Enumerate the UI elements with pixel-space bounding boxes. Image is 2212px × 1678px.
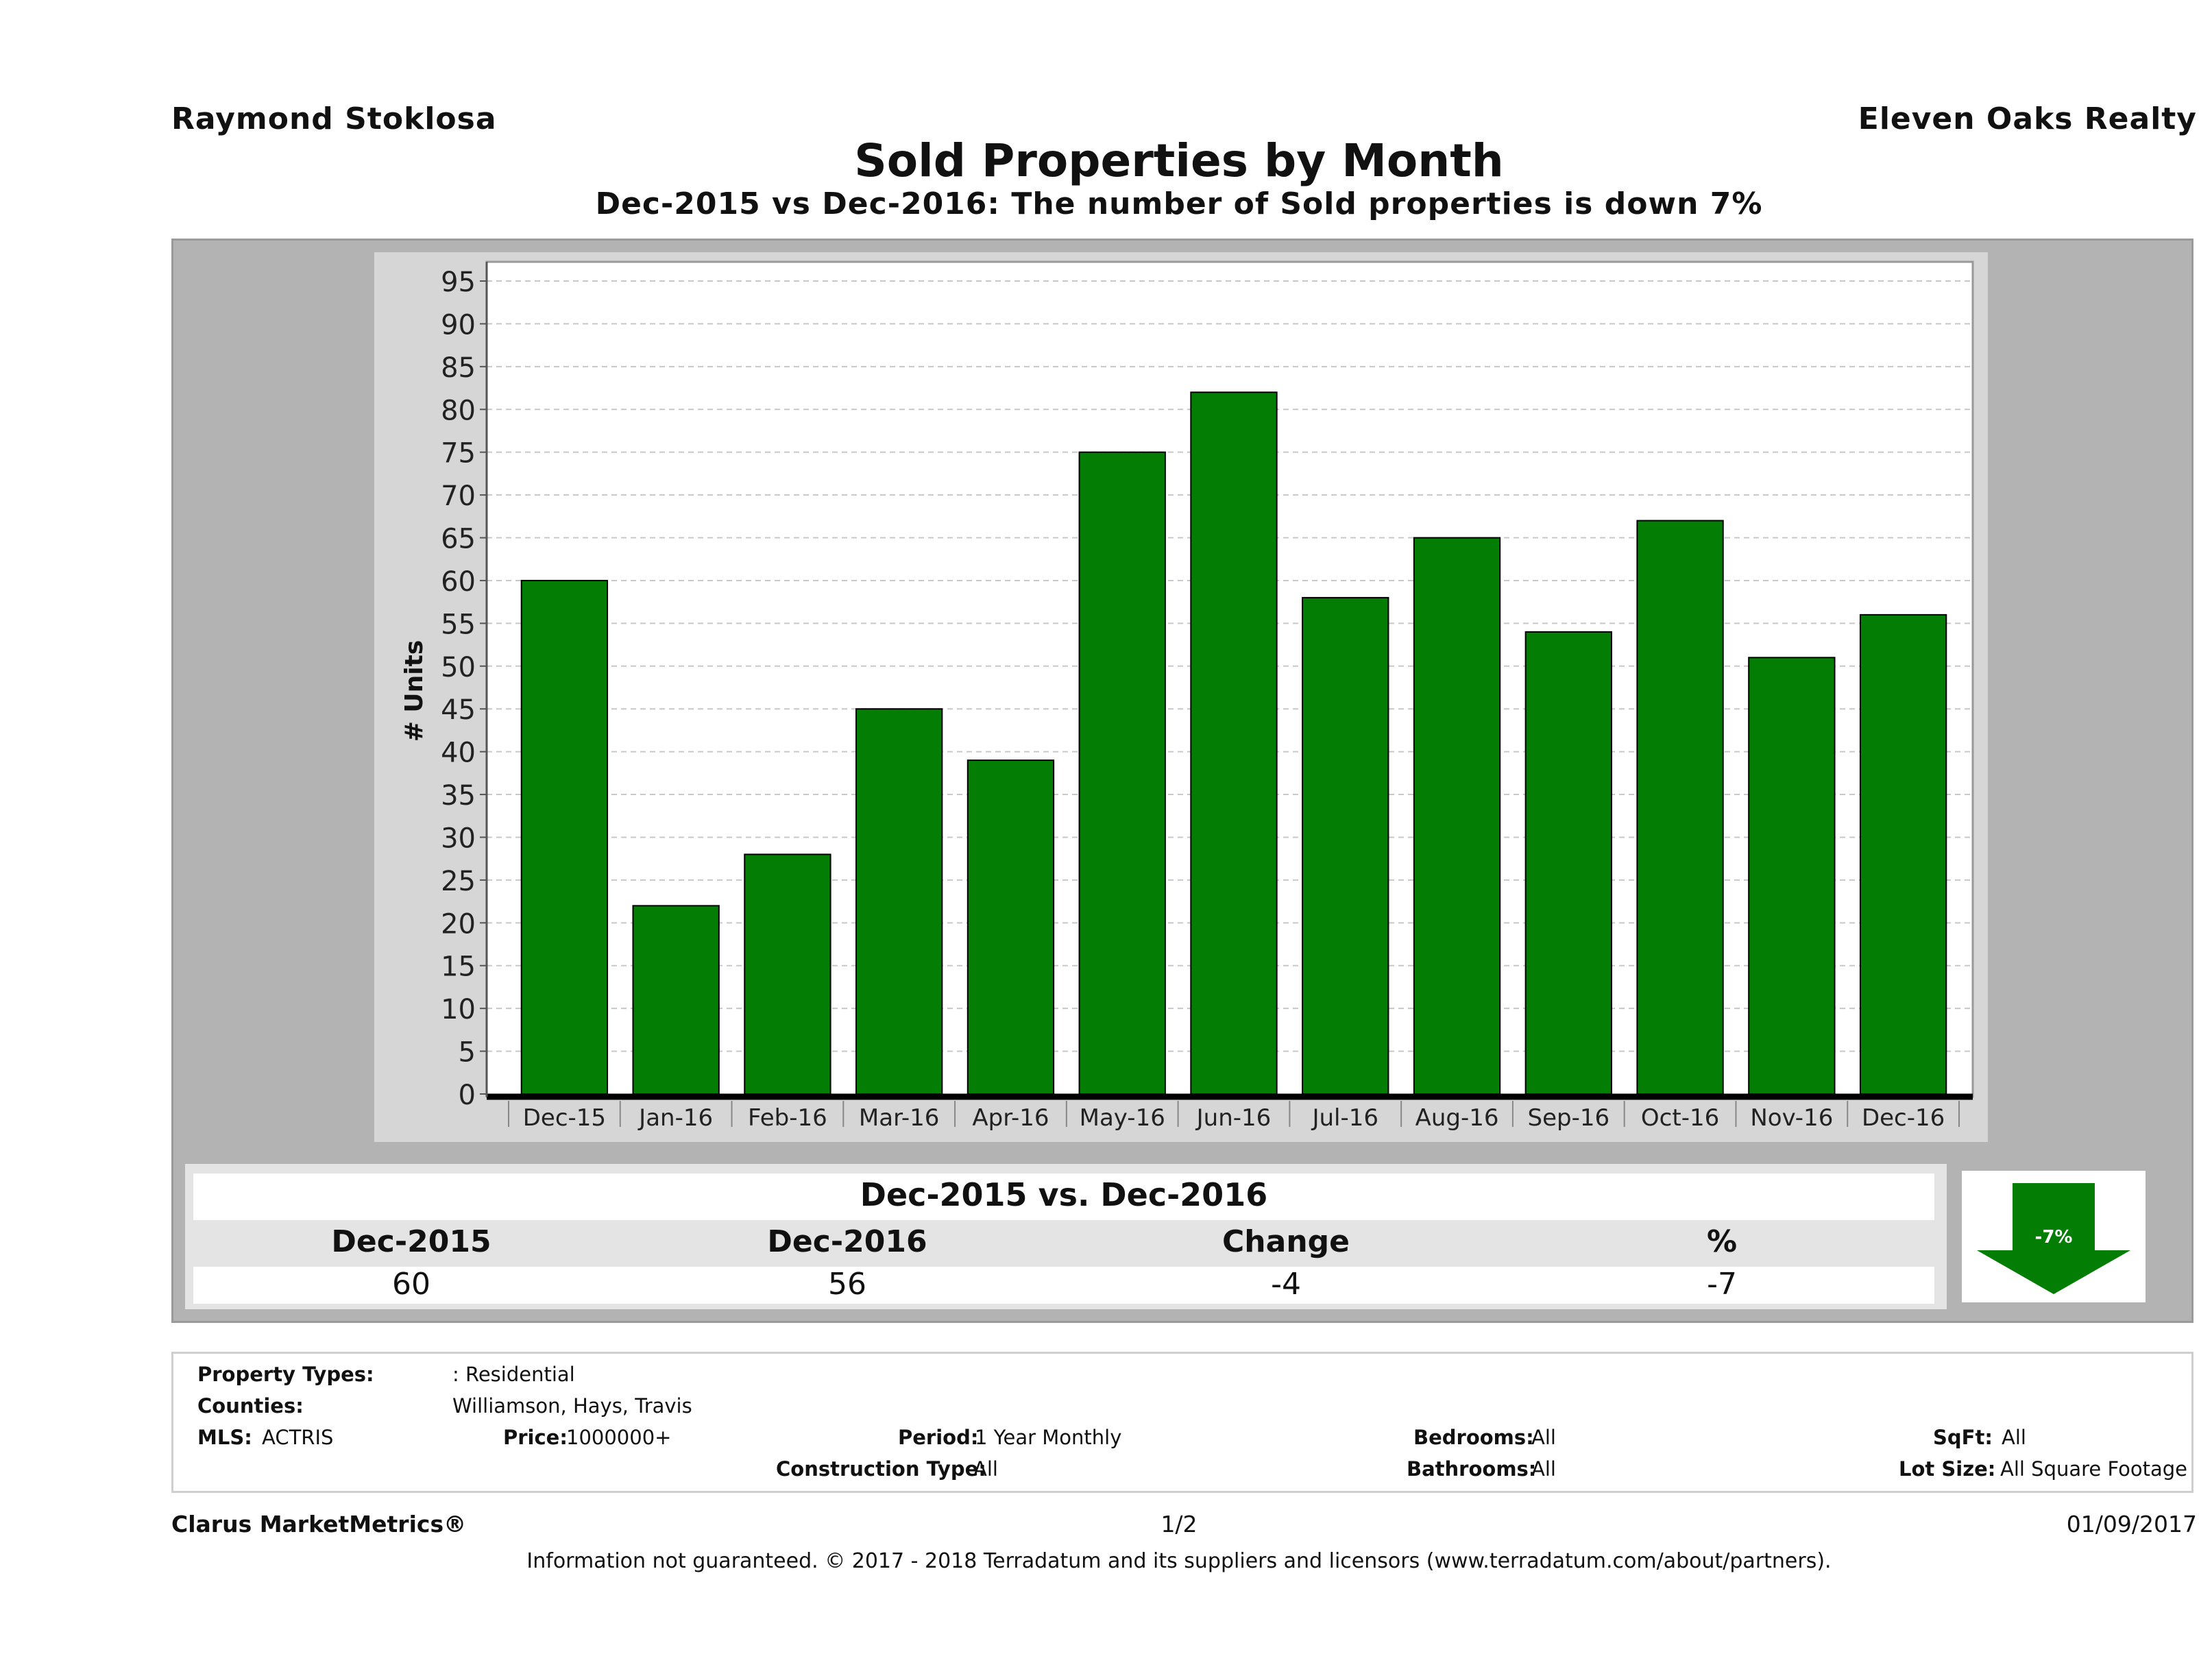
y-tick-label: 95 — [441, 267, 476, 298]
bar — [1302, 596, 1389, 1095]
summary-values-bar — [193, 1267, 1934, 1304]
agent-name: Raymond Stoklosa — [171, 101, 497, 136]
bedrooms-value: All — [1531, 1426, 1556, 1449]
y-tick-label: 75 — [441, 438, 476, 470]
y-tick-label: 40 — [441, 738, 476, 769]
price-label: Price: — [503, 1426, 568, 1449]
y-axis-ticks: 0 5 10 15 20 25 30 35 40 45 50 55 60 65 70 75 80 85 90 95 — [441, 267, 487, 1111]
construction-type-value: All — [973, 1457, 998, 1481]
bars — [520, 391, 1947, 1095]
report-date: 01/09/2017 — [2066, 1511, 2197, 1537]
trend-arrow-box — [1962, 1171, 2146, 1302]
counties-value: Williamson, Hays, Travis — [452, 1394, 692, 1418]
summary-value-percent: -7 — [1707, 1267, 1737, 1302]
x-tick-label: Feb-16 — [748, 1104, 827, 1132]
bar — [1190, 391, 1278, 1095]
sqft-value: All — [2002, 1426, 2026, 1449]
y-tick-label: 5 — [459, 1037, 476, 1069]
x-tick-label: Apr-16 — [972, 1104, 1049, 1132]
y-tick-label: 10 — [441, 994, 476, 1025]
sqft-label: SqFt: — [1933, 1426, 1993, 1449]
y-tick-label: 30 — [441, 823, 476, 854]
brokerage-name: Eleven Oaks Realty — [1858, 101, 2197, 136]
x-tick-label: Oct-16 — [1641, 1104, 1719, 1132]
mls-label: MLS: — [197, 1426, 252, 1449]
trend-arrow-label: -7% — [2034, 1227, 2073, 1248]
y-tick-label: 85 — [441, 352, 476, 384]
summary-title-bar — [193, 1174, 1934, 1220]
y-tick-label: 90 — [441, 309, 476, 341]
lot-size-label: Lot Size: — [1899, 1457, 1996, 1481]
summary-title: Dec-2015 vs. Dec-2016 — [860, 1176, 1268, 1213]
counties-label: Counties: — [197, 1394, 304, 1418]
period-value: 1 Year Monthly — [975, 1426, 1122, 1449]
y-tick-label: 20 — [441, 908, 476, 940]
summary-value-dec2015: 60 — [392, 1267, 430, 1302]
y-tick-label: 80 — [441, 395, 476, 426]
bar — [1413, 537, 1501, 1095]
y-tick-label: 60 — [441, 566, 476, 598]
bar — [632, 905, 720, 1095]
bar — [1859, 613, 1947, 1095]
y-tick-label: 70 — [441, 481, 476, 512]
property-types-value: : Residential — [452, 1363, 575, 1386]
bathrooms-value: All — [1531, 1457, 1556, 1481]
x-tick-label: Sep-16 — [1527, 1104, 1609, 1132]
x-tick-label: Mar-16 — [859, 1104, 940, 1132]
search-criteria-panel — [171, 1352, 2193, 1493]
report-title: Sold Properties by Month — [854, 134, 1504, 187]
bar — [1078, 451, 1166, 1095]
bar — [967, 759, 1055, 1095]
footer-brand: Clarus MarketMetrics® — [171, 1511, 467, 1537]
bar — [1636, 520, 1724, 1095]
summary-header-dec2015: Dec-2015 — [331, 1224, 491, 1259]
y-tick-label: 25 — [441, 866, 476, 897]
period-label: Period: — [898, 1426, 979, 1449]
bar — [1524, 631, 1612, 1095]
y-tick-label: 0 — [459, 1080, 476, 1111]
property-types-label: Property Types: — [197, 1363, 374, 1386]
y-tick-label: 50 — [441, 652, 476, 683]
price-value: 1000000+ — [566, 1426, 672, 1449]
bedrooms-label: Bedrooms: — [1413, 1426, 1534, 1449]
y-axis-label: # Units — [400, 640, 428, 742]
x-tick-label: Jan-16 — [637, 1104, 713, 1132]
bar-chart: 0 5 10 15 20 25 30 35 40 45 50 55 60 65 70 75 80 85 90 95 D… — [400, 260, 1974, 1132]
summary-value-dec2016: 56 — [828, 1267, 866, 1302]
lot-size-value: All Square Footage — [2000, 1457, 2188, 1481]
bar — [855, 708, 943, 1095]
page-number: 1/2 — [1160, 1511, 1198, 1537]
x-axis-ticks: Dec-15 Jan-16 Feb-16 Mar-16 Apr-16 May-16 Jun-… — [508, 1101, 1960, 1132]
y-tick-label: 45 — [441, 694, 476, 726]
x-tick-label: Aug-16 — [1415, 1104, 1499, 1132]
y-tick-label: 65 — [441, 524, 476, 555]
construction-type-label: Construction Type: — [776, 1457, 986, 1481]
x-tick-label: May-16 — [1080, 1104, 1165, 1132]
report-subtitle: Dec-2015 vs Dec-2016: The number of Sold… — [595, 186, 1763, 221]
bar — [520, 579, 609, 1095]
x-tick-label: Jun-16 — [1195, 1104, 1272, 1132]
y-tick-label: 35 — [441, 780, 476, 812]
summary-header-dec2016: Dec-2016 — [767, 1224, 927, 1259]
summary-header-change: Change — [1222, 1224, 1350, 1259]
x-tick-label: Dec-16 — [1862, 1104, 1945, 1132]
bathrooms-label: Bathrooms: — [1407, 1457, 1537, 1481]
disclaimer: Information not guaranteed. © 2017 - 201… — [526, 1549, 1832, 1573]
y-tick-label: 15 — [441, 951, 476, 983]
summary-value-change: -4 — [1271, 1267, 1301, 1302]
y-tick-label: 55 — [441, 609, 476, 640]
down-arrow-icon — [1977, 1183, 2130, 1294]
x-tick-label: Jul-16 — [1311, 1104, 1378, 1132]
bar — [744, 853, 831, 1095]
mls-value: ACTRIS — [262, 1426, 334, 1449]
bar — [1748, 657, 1836, 1095]
x-tick-label: Dec-15 — [523, 1104, 606, 1132]
x-tick-label: Nov-16 — [1750, 1104, 1833, 1132]
summary-header-percent: % — [1706, 1224, 1738, 1259]
